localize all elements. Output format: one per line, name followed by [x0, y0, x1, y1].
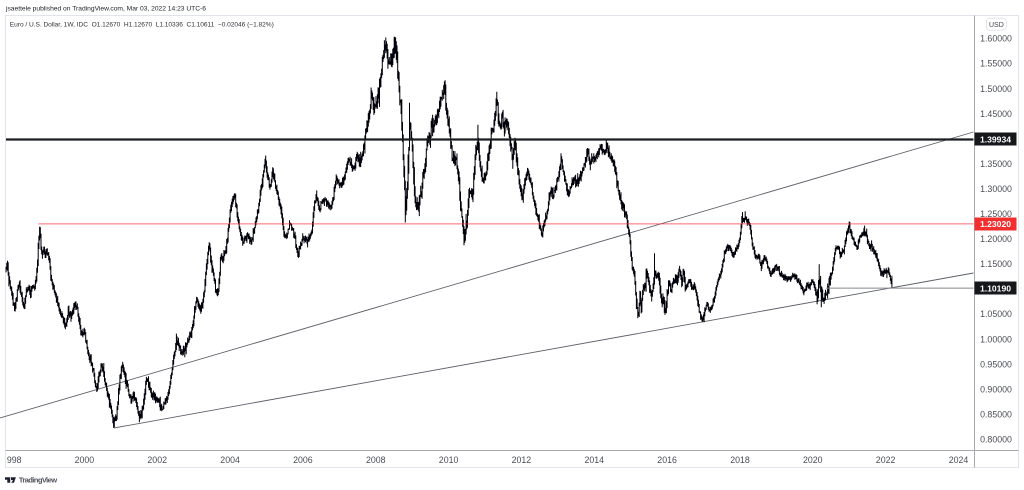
svg-text:2020: 2020	[803, 455, 823, 465]
svg-text:2006: 2006	[293, 455, 313, 465]
svg-text:1.23020: 1.23020	[980, 219, 1011, 229]
svg-text:TradingView: TradingView	[19, 476, 58, 485]
svg-text:0.90000: 0.90000	[980, 384, 1012, 394]
svg-text:1.15000: 1.15000	[980, 259, 1012, 269]
svg-text:jsaettele published on Trading: jsaettele published on TradingView.com, …	[5, 6, 206, 13]
svg-text:0.85000: 0.85000	[980, 409, 1012, 419]
svg-text:2010: 2010	[439, 455, 459, 465]
svg-text:2022: 2022	[876, 455, 896, 465]
svg-text:1.25000: 1.25000	[980, 209, 1012, 219]
svg-text:2004: 2004	[220, 455, 240, 465]
svg-text:1.60000: 1.60000	[980, 34, 1012, 44]
svg-text:2016: 2016	[657, 455, 677, 465]
svg-text:1.00000: 1.00000	[980, 334, 1012, 344]
svg-text:2000: 2000	[75, 455, 95, 465]
svg-text:1.45000: 1.45000	[980, 109, 1012, 119]
svg-text:2008: 2008	[366, 455, 386, 465]
svg-text:1.50000: 1.50000	[980, 84, 1012, 94]
svg-text:2012: 2012	[512, 455, 532, 465]
svg-text:1.30000: 1.30000	[980, 184, 1012, 194]
svg-text:1.35000: 1.35000	[980, 159, 1012, 169]
svg-text:2018: 2018	[730, 455, 750, 465]
svg-text:Euro / U.S. Dollar, 1W, IDC O: Euro / U.S. Dollar, 1W, IDC O1.12670 H1.…	[10, 21, 274, 28]
svg-text:1.55000: 1.55000	[980, 59, 1012, 69]
svg-text:0.80000: 0.80000	[980, 435, 1012, 445]
svg-text:1.20000: 1.20000	[980, 234, 1012, 244]
svg-text:2002: 2002	[147, 455, 167, 465]
svg-text:0.95000: 0.95000	[980, 359, 1012, 369]
svg-text:1.10190: 1.10190	[980, 283, 1011, 293]
svg-text:2024: 2024	[949, 455, 969, 465]
svg-text:2014: 2014	[585, 455, 605, 465]
svg-text:998: 998	[7, 455, 22, 465]
svg-text:1.39934: 1.39934	[980, 134, 1011, 144]
svg-text:1.05000: 1.05000	[980, 309, 1012, 319]
svg-text:USD: USD	[989, 22, 1004, 29]
